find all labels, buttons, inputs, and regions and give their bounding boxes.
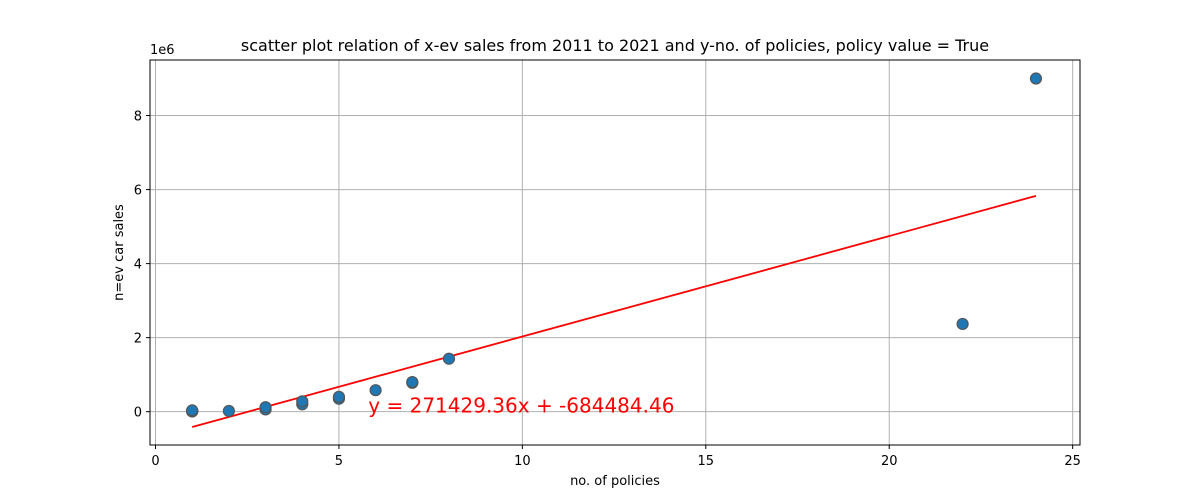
plot-frame xyxy=(149,59,1081,446)
scatter-point xyxy=(406,375,419,389)
trendline-layer xyxy=(191,194,1037,428)
trendline-equation: y = 271429.36x + -684484.46 xyxy=(368,394,674,418)
scatter-point xyxy=(369,384,382,397)
scatter-point xyxy=(442,352,456,365)
x-tick-label: 15 xyxy=(698,454,715,469)
y-axis-label: n=ev car sales xyxy=(112,204,127,301)
y-tick-label: 0 xyxy=(134,406,142,421)
y-tick-label: 6 xyxy=(134,184,142,199)
x-axis-label: no. of policies xyxy=(570,474,660,489)
scatter-point xyxy=(259,401,272,414)
scatter-point xyxy=(186,404,199,417)
trendline xyxy=(191,194,1037,428)
scatter-point xyxy=(222,404,235,418)
chart-title: scatter plot relation of x-ev sales from… xyxy=(241,36,989,55)
y-tick-label: 4 xyxy=(134,258,142,273)
grid xyxy=(150,60,1080,445)
y-tick-label: 8 xyxy=(134,110,142,125)
y-axis-offset-text: 1e6 xyxy=(150,43,175,58)
x-tick-label: 10 xyxy=(514,454,531,469)
x-tick-label: 5 xyxy=(335,454,343,469)
axis-ticks: 0 5 10 15 20 25 0 2 4 6 8 xyxy=(134,110,1081,469)
x-tick-label: 0 xyxy=(151,454,159,469)
scatter-point xyxy=(956,317,969,331)
y-tick-label: 2 xyxy=(134,332,142,347)
x-tick-label: 20 xyxy=(881,454,898,469)
data-points xyxy=(186,72,1043,418)
scatter-point xyxy=(1029,72,1043,85)
x-tick-label: 25 xyxy=(1064,454,1081,469)
scatter-point xyxy=(332,390,346,403)
scatter-point xyxy=(296,395,309,408)
